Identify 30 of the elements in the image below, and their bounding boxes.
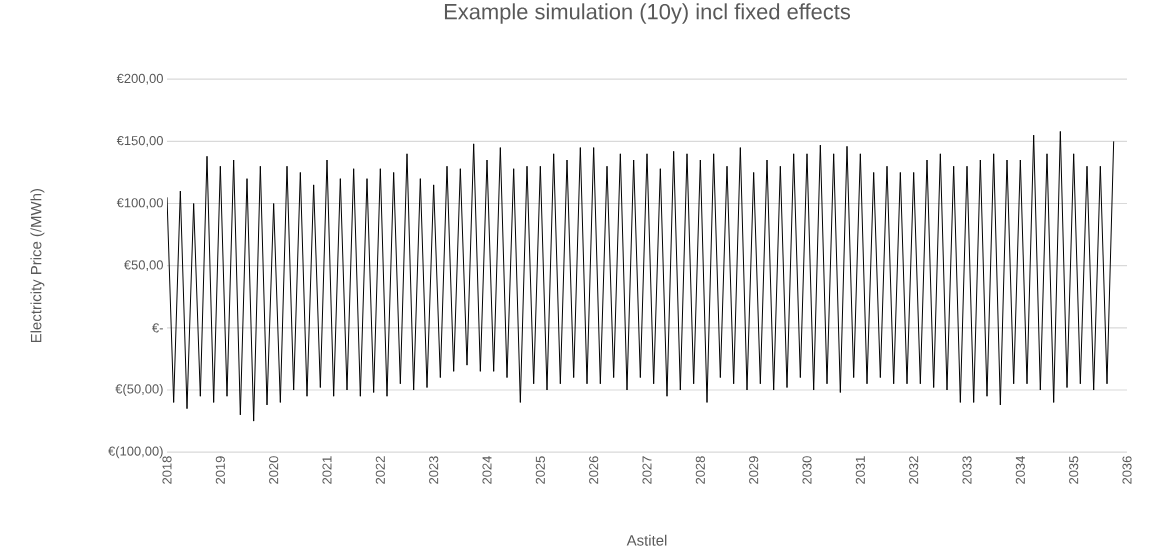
x-tick-label: 2018 xyxy=(162,456,172,484)
y-tick-label: €50,00 xyxy=(123,260,163,271)
x-tick-label: 2036 xyxy=(1122,456,1132,484)
x-tick-label: 2030 xyxy=(802,456,812,484)
x-tick-label: 2028 xyxy=(695,456,705,484)
x-tick-label: 2026 xyxy=(589,456,599,484)
x-tick-label: 2031 xyxy=(855,456,865,484)
y-tick-label: €(50,00) xyxy=(115,383,163,396)
x-tick-label: 2033 xyxy=(962,456,972,484)
x-tick-label: 2029 xyxy=(749,456,759,484)
x-tick-label: 2024 xyxy=(482,456,492,484)
x-axis-title: Astitel xyxy=(626,534,667,546)
chart-title: Example simulation (10y) incl fixed effects xyxy=(444,3,851,24)
y-axis-title: Electricity Price (/MWh) xyxy=(30,188,45,342)
x-tick-label: 2022 xyxy=(375,456,385,484)
line-series xyxy=(167,130,1115,422)
x-tick-label: 2025 xyxy=(535,456,545,484)
x-tick-label: 2034 xyxy=(1015,456,1025,484)
x-tick-label: 2023 xyxy=(429,456,439,484)
y-tick-label: €- xyxy=(152,323,163,333)
x-tick-label: 2020 xyxy=(269,456,279,484)
y-tick-label: €150,00 xyxy=(116,135,163,147)
x-tick-label: 2035 xyxy=(1069,456,1079,484)
y-tick-label: €(100,00) xyxy=(108,446,163,459)
x-tick-label: 2032 xyxy=(909,456,919,484)
x-tick-label: 2027 xyxy=(642,456,652,484)
x-tick-label: 2021 xyxy=(322,456,332,484)
y-tick-label: €100,00 xyxy=(116,198,163,209)
x-tick-label: 2019 xyxy=(215,456,225,484)
y-tick-label: €200,00 xyxy=(116,73,163,85)
